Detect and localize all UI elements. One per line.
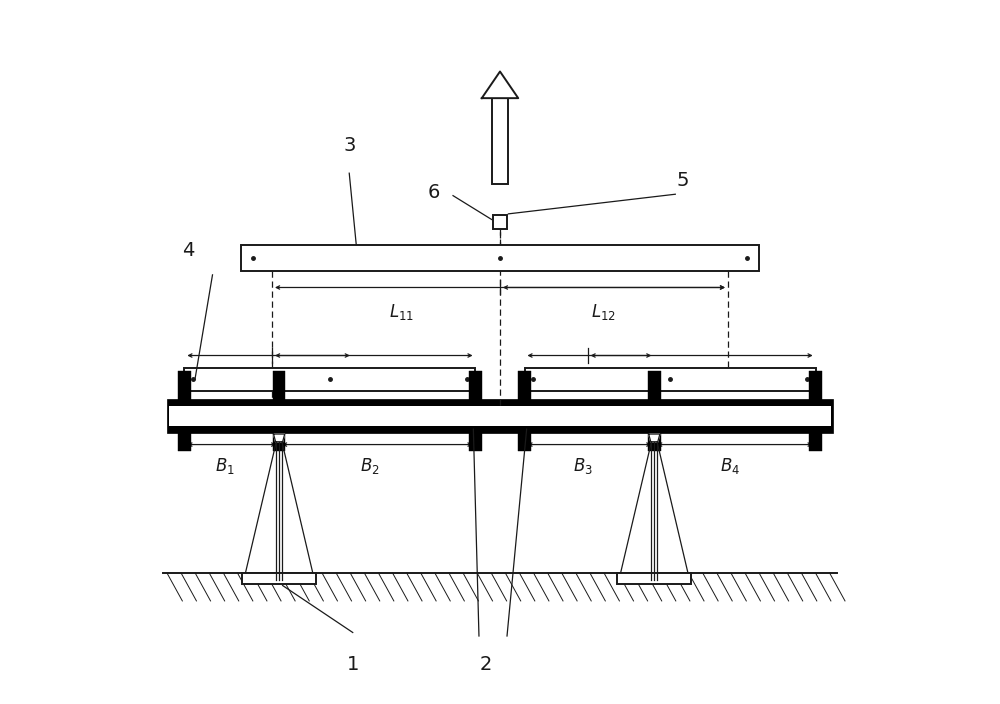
Bar [493, 215, 507, 230]
Text: 4: 4 [182, 241, 194, 260]
Bar [617, 573, 691, 584]
Polygon shape [482, 72, 518, 98]
Bar [469, 432, 482, 451]
Bar [809, 432, 822, 451]
Bar [492, 98, 508, 184]
Text: $L_{22}$: $L_{22}$ [347, 369, 372, 389]
Bar [273, 371, 285, 401]
Text: 1: 1 [347, 655, 359, 674]
Text: $B_{3}$: $B_{3}$ [573, 455, 593, 476]
Bar [184, 368, 475, 391]
Polygon shape [274, 434, 285, 441]
Text: $L_{24}$: $L_{24}$ [677, 369, 702, 389]
Bar [242, 573, 316, 584]
Text: $B_{1}$: $B_{1}$ [215, 455, 235, 476]
Bar [178, 371, 191, 401]
Text: $L_{11}$: $L_{11}$ [389, 301, 414, 322]
Bar [167, 399, 833, 433]
Bar [178, 432, 191, 451]
Text: $L_{23}$: $L_{23}$ [556, 369, 581, 389]
Bar [648, 371, 661, 401]
Bar [518, 371, 531, 401]
Bar [241, 245, 759, 271]
Text: 3: 3 [343, 136, 355, 155]
Text: 6: 6 [427, 182, 440, 201]
Text: 5: 5 [676, 170, 689, 189]
Text: 2: 2 [480, 655, 492, 674]
Bar [469, 371, 482, 401]
Bar [809, 371, 822, 401]
Text: $B_{2}$: $B_{2}$ [360, 455, 380, 476]
Text: $L_{12}$: $L_{12}$ [591, 301, 616, 322]
Bar [273, 432, 285, 451]
Bar [525, 368, 816, 391]
Polygon shape [649, 434, 660, 441]
Text: $B_{4}$: $B_{4}$ [720, 455, 740, 476]
Text: $L_{21}$: $L_{21}$ [220, 369, 245, 389]
Bar [518, 432, 531, 451]
Bar [169, 406, 831, 426]
Bar [648, 432, 661, 451]
